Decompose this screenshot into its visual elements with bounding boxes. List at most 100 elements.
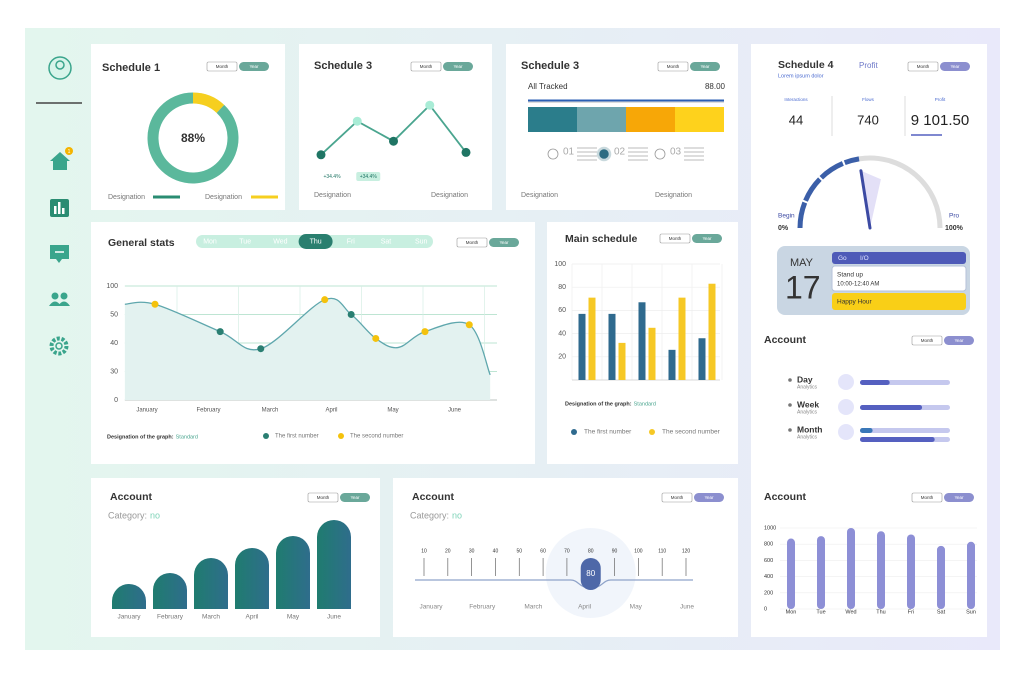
toggle-month[interactable] xyxy=(907,61,939,72)
month-label: June xyxy=(680,604,694,611)
bar xyxy=(276,536,310,609)
tick-label: 10 xyxy=(421,548,427,554)
month-label: February xyxy=(469,604,496,611)
toggle-month[interactable] xyxy=(206,61,238,72)
row-icon xyxy=(838,424,854,440)
x-tick-label: June xyxy=(448,408,462,414)
row-sub: Analytics xyxy=(797,384,818,390)
point xyxy=(321,296,329,304)
toggle-year[interactable] xyxy=(944,493,974,502)
tracked-segment xyxy=(528,107,577,132)
y-tick-label: 50 xyxy=(110,311,118,318)
tab: Profit xyxy=(859,61,878,70)
x-tick-label: January xyxy=(136,408,157,414)
day-tab: Mon xyxy=(203,239,217,246)
toggle-year[interactable] xyxy=(690,62,720,71)
row-icon xyxy=(838,374,854,390)
progress-bar xyxy=(860,405,923,410)
toggle-month[interactable] xyxy=(657,61,689,72)
month-label: April xyxy=(578,604,592,611)
y-tick-label: 40 xyxy=(110,340,118,347)
tick-label: 80 xyxy=(588,548,594,554)
gauge-needle xyxy=(859,169,872,230)
legend-dot xyxy=(338,433,344,439)
row-sub: Analytics xyxy=(797,409,818,415)
toggle-month[interactable] xyxy=(659,233,691,244)
x-tick-label: May xyxy=(287,614,300,621)
y-tick-label: 100 xyxy=(106,283,118,290)
legend-dot xyxy=(263,433,269,439)
x-tick-label: June xyxy=(327,614,341,621)
radio[interactable] xyxy=(596,146,612,162)
avatar[interactable] xyxy=(48,56,72,80)
bar xyxy=(153,573,187,609)
toggle-month[interactable] xyxy=(661,492,693,503)
x-tick-label: Mon xyxy=(786,609,797,615)
radio[interactable] xyxy=(547,148,559,160)
legend-label: The second number xyxy=(350,434,403,440)
x-tick-label: March xyxy=(202,614,220,621)
radio[interactable] xyxy=(654,148,666,160)
panel xyxy=(299,44,492,210)
toggle-label: Year xyxy=(704,495,714,500)
toggle-month[interactable] xyxy=(911,492,943,503)
y-tick-label: 0 xyxy=(764,606,767,612)
toggle-year[interactable] xyxy=(940,62,970,71)
slider-knob[interactable] xyxy=(580,558,601,590)
toggle-month[interactable] xyxy=(307,492,339,503)
day-tab: Thu xyxy=(310,239,322,246)
y-tick-label: 400 xyxy=(764,574,773,580)
bar xyxy=(698,338,706,380)
toggle-year[interactable] xyxy=(489,238,519,247)
tick-label: 60 xyxy=(540,548,546,554)
legend-label: Designation xyxy=(205,194,242,201)
toggle-year[interactable] xyxy=(692,234,722,243)
toggle-month[interactable] xyxy=(456,237,488,248)
toggle-label: Year xyxy=(954,495,964,500)
point xyxy=(372,334,380,342)
tracked-total: 88.00 xyxy=(705,82,726,91)
point xyxy=(465,321,473,329)
bar xyxy=(877,531,885,609)
day-tab: Tue xyxy=(239,239,251,246)
toggle-year[interactable] xyxy=(694,493,724,502)
legend-label: Designation xyxy=(431,192,468,199)
toggle-month[interactable] xyxy=(410,61,442,72)
bar xyxy=(668,349,676,380)
event[interactable] xyxy=(831,265,967,292)
bar xyxy=(817,536,825,609)
bullet xyxy=(788,428,792,432)
users-icon[interactable] xyxy=(51,292,59,300)
panel-title: Account xyxy=(412,491,455,503)
home-icon[interactable] xyxy=(50,152,70,170)
toggle-label: Month xyxy=(317,495,330,500)
panel-title: Main schedule xyxy=(565,233,638,245)
toggle-year[interactable] xyxy=(340,493,370,502)
toggle-label: Year xyxy=(499,240,509,245)
tick-label: 100 xyxy=(634,548,643,554)
bar xyxy=(638,302,646,380)
point xyxy=(151,300,159,308)
event[interactable] xyxy=(832,293,966,310)
day-tab-selected[interactable] xyxy=(298,234,333,249)
panel-title: Schedule 3 xyxy=(314,60,372,72)
stat-value: 740 xyxy=(857,112,879,127)
bar xyxy=(194,558,228,609)
y-tick-label: 20 xyxy=(558,354,566,361)
toggle-year[interactable] xyxy=(944,336,974,345)
x-tick-label: Sat xyxy=(937,609,946,615)
legend-label: Designation xyxy=(314,192,351,199)
item-number: 02 xyxy=(614,147,626,158)
x-tick-label: Thu xyxy=(876,609,885,615)
bar xyxy=(847,528,855,609)
message-icon[interactable] xyxy=(50,245,69,263)
item-number: 01 xyxy=(563,147,575,158)
y-tick-label: 0 xyxy=(114,397,118,404)
toggle-year[interactable] xyxy=(239,62,269,71)
toggle-year[interactable] xyxy=(443,62,473,71)
x-tick-label: April xyxy=(245,614,259,621)
toggle-month[interactable] xyxy=(911,335,943,346)
bar xyxy=(678,297,686,380)
badge-text: 1 xyxy=(68,149,71,155)
settings-icon[interactable] xyxy=(49,336,69,356)
